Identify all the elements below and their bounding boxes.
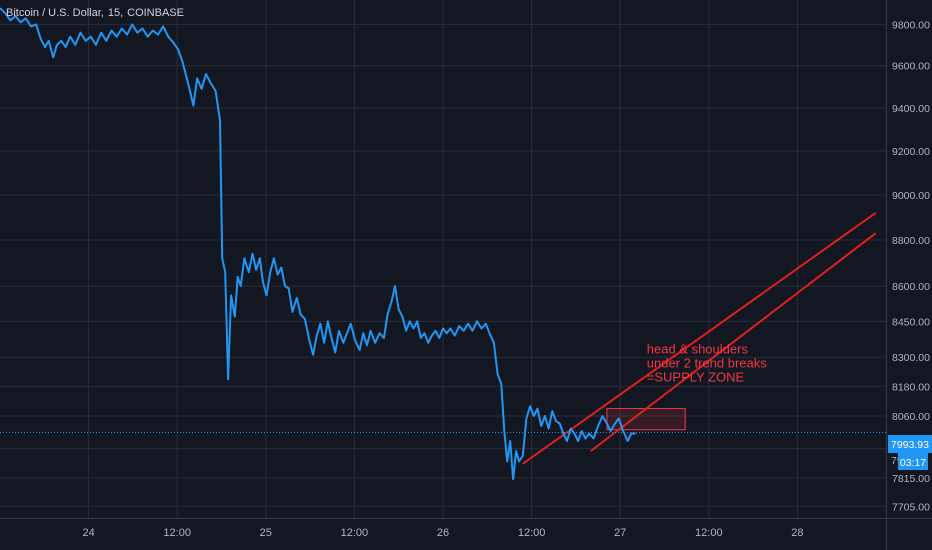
price-tick-label: 9600.00	[892, 61, 930, 73]
last-price-tag: 7993.93 79 03:17	[888, 435, 932, 470]
time-tick-label: 28	[791, 527, 803, 539]
time-tick-label: 12:00	[518, 527, 546, 539]
last-price-value: 7993.93	[891, 439, 929, 451]
price-tick-label: 9800.00	[892, 19, 930, 31]
trendline	[522, 212, 877, 465]
price-tick-label: 8600.00	[892, 281, 930, 293]
symbol-interval: 15,	[107, 7, 124, 19]
symbol-exchange: COINBASE	[127, 7, 184, 19]
time-tick-label: 12:00	[695, 527, 723, 539]
time-tick-label: 26	[437, 527, 449, 539]
last-price-tag-bg	[888, 435, 932, 453]
time-axis[interactable]: 24 12:00 25 12:00 26 12:00 27 12:00 28	[82, 527, 803, 539]
price-tick-label: 8180.00	[892, 381, 930, 393]
countdown-value: 03:17	[900, 457, 926, 469]
time-tick-label: 25	[260, 527, 272, 539]
chart-title[interactable]: Bitcoin / U.S. Dollar, 15, COINBASE	[6, 7, 188, 19]
trendline	[590, 232, 877, 452]
time-tick-label: 24	[82, 527, 94, 539]
annotation-line: under 2 trend breaks	[647, 356, 767, 371]
price-tick-label: 8300.00	[892, 352, 930, 364]
time-tick-label: 12:00	[163, 527, 191, 539]
time-tick-label: 12:00	[341, 527, 369, 539]
time-tick-label: 27	[614, 527, 626, 539]
price-tick-label: 7815.00	[892, 473, 930, 485]
price-tick-label: 8800.00	[892, 235, 930, 247]
trendline-group	[522, 212, 877, 465]
price-tick-label: 7705.00	[892, 501, 930, 513]
price-tick-label: 9200.00	[892, 146, 930, 158]
hidden-price-label: 79	[891, 455, 903, 467]
price-line	[0, 7, 636, 481]
price-tick-label: 8450.00	[892, 316, 930, 328]
price-tick-label: 8060.00	[892, 411, 930, 423]
price-tick-label: 9000.00	[892, 190, 930, 202]
symbol-name: Bitcoin / U.S. Dollar,	[6, 7, 104, 19]
price-tick-label: 9400.00	[892, 103, 930, 115]
annotation-line: head & shoulders	[647, 342, 749, 357]
annotation-text[interactable]: head & shoulders under 2 trend breaks =SUP…	[647, 342, 767, 385]
price-axis[interactable]: 7705.00 7815.00 8060.00 8180.00 8300.00 8450.…	[892, 19, 930, 513]
annotation-line: =SUPPLY ZONE	[647, 370, 745, 385]
countdown-tag-bg	[898, 453, 928, 470]
